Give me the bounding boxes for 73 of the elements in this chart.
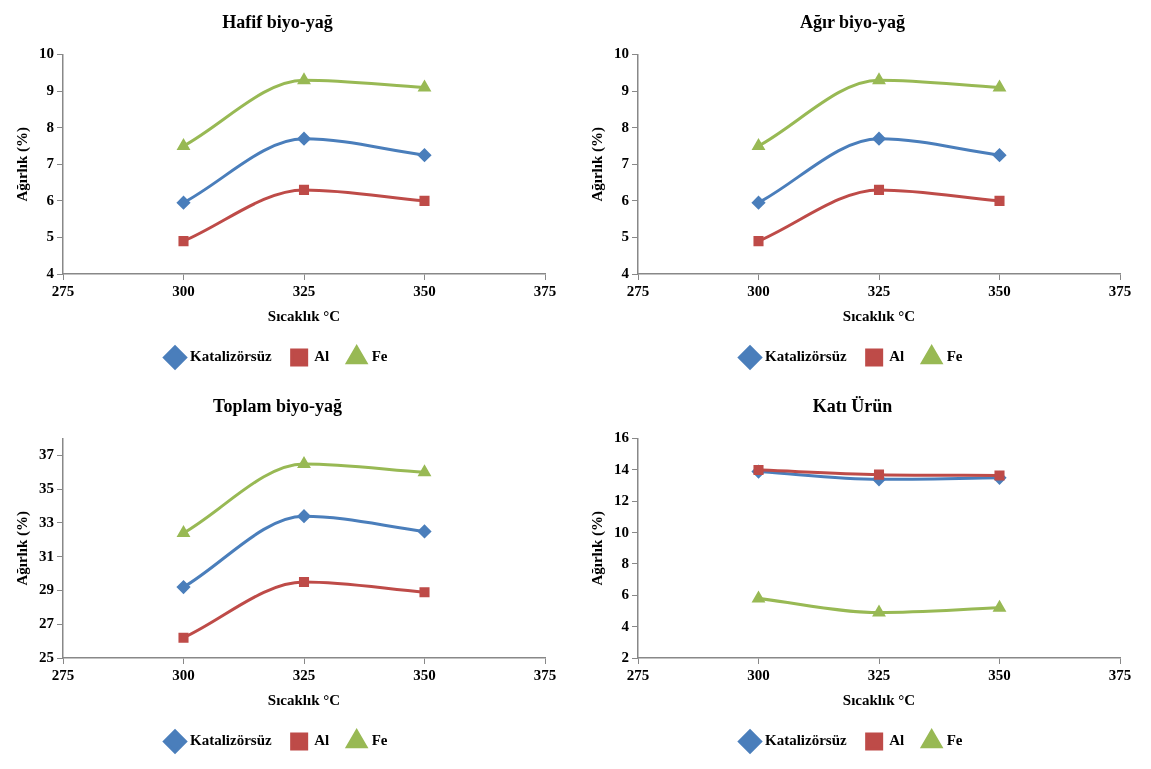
- legend-label: Al: [889, 348, 905, 365]
- y-tick-label: 4: [621, 264, 630, 281]
- x-tick-label: 300: [747, 282, 770, 299]
- x-tick-label: 350: [988, 282, 1011, 299]
- x-axis-title: Sıcaklık °C: [267, 691, 341, 708]
- y-tick-label: 31: [39, 547, 54, 564]
- legend-label: Al: [889, 732, 905, 749]
- y-tick-label: 8: [621, 118, 629, 135]
- y-tick-label: 8: [621, 554, 629, 571]
- x-tick-label: 300: [172, 282, 195, 299]
- y-tick-label: 2: [621, 648, 629, 665]
- y-axis-title: Ağırlık (%): [13, 127, 31, 202]
- legend-label: Katalizörsüz: [190, 348, 273, 365]
- x-axis-title: Sıcaklık °C: [842, 691, 916, 708]
- y-tick-label: 5: [621, 228, 629, 245]
- y-tick-label: 5: [46, 228, 54, 245]
- legend-label: Fe: [946, 732, 963, 749]
- y-tick-label: 33: [39, 513, 54, 530]
- y-tick-label: 7: [621, 155, 630, 172]
- y-tick-label: 10: [614, 523, 629, 540]
- y-tick-label: 9: [621, 82, 629, 99]
- legend-label: Katalizörsüz: [190, 732, 273, 749]
- x-tick-label: 275: [626, 666, 650, 683]
- x-tick-label: 375: [1108, 282, 1132, 299]
- legend-label: Katalizörsüz: [765, 348, 848, 365]
- y-tick-label: 27: [39, 615, 55, 632]
- x-axis-title: Sıcaklık °C: [842, 307, 916, 324]
- x-tick-label: 275: [51, 666, 75, 683]
- y-tick-label: 35: [39, 480, 54, 497]
- y-tick-label: 25: [39, 648, 54, 665]
- y-tick-label: 4: [621, 617, 630, 634]
- x-axis-title: Sıcaklık °C: [267, 307, 341, 324]
- y-tick-label: 7: [46, 155, 55, 172]
- legend-label: Fe: [371, 732, 388, 749]
- x-tick-label: 375: [533, 666, 557, 683]
- chart-title: Katı Ürün: [812, 396, 893, 417]
- legend-label: Al: [314, 732, 330, 749]
- chart-title: Hafif biyo-yağ: [222, 12, 333, 33]
- y-tick-label: 4: [46, 264, 55, 281]
- y-tick-label: 10: [39, 45, 54, 62]
- legend-label: Al: [314, 348, 330, 365]
- x-tick-label: 375: [1108, 666, 1132, 683]
- x-tick-label: 350: [988, 666, 1011, 683]
- y-tick-label: 29: [39, 581, 54, 598]
- x-tick-label: 300: [172, 666, 195, 683]
- y-tick-label: 6: [621, 586, 630, 603]
- y-tick-label: 6: [621, 191, 630, 208]
- y-tick-label: 10: [614, 45, 629, 62]
- x-tick-label: 350: [413, 666, 436, 683]
- chart-title: Ağır biyo-yağ: [799, 12, 906, 33]
- x-tick-label: 275: [626, 282, 650, 299]
- x-tick-label: 375: [533, 282, 557, 299]
- x-tick-label: 350: [413, 282, 436, 299]
- y-tick-label: 14: [614, 460, 630, 477]
- legend-label: Fe: [371, 348, 388, 365]
- x-tick-label: 325: [292, 282, 316, 299]
- y-tick-label: 12: [614, 492, 629, 509]
- x-tick-label: 300: [747, 666, 770, 683]
- y-tick-label: 8: [46, 118, 54, 135]
- x-tick-label: 275: [51, 282, 75, 299]
- x-tick-label: 325: [867, 666, 891, 683]
- y-axis-title: Ağırlık (%): [588, 127, 606, 202]
- legend-label: Fe: [946, 348, 963, 365]
- y-axis-title: Ağırlık (%): [13, 511, 31, 586]
- legend-label: Katalizörsüz: [765, 732, 848, 749]
- y-axis-title: Ağırlık (%): [588, 511, 606, 586]
- y-tick-label: 9: [46, 82, 54, 99]
- x-tick-label: 325: [867, 282, 891, 299]
- y-tick-label: 16: [614, 429, 630, 446]
- y-tick-label: 6: [46, 191, 55, 208]
- y-tick-label: 37: [39, 446, 55, 463]
- x-tick-label: 325: [292, 666, 316, 683]
- chart-title: Toplam biyo-yağ: [213, 396, 342, 417]
